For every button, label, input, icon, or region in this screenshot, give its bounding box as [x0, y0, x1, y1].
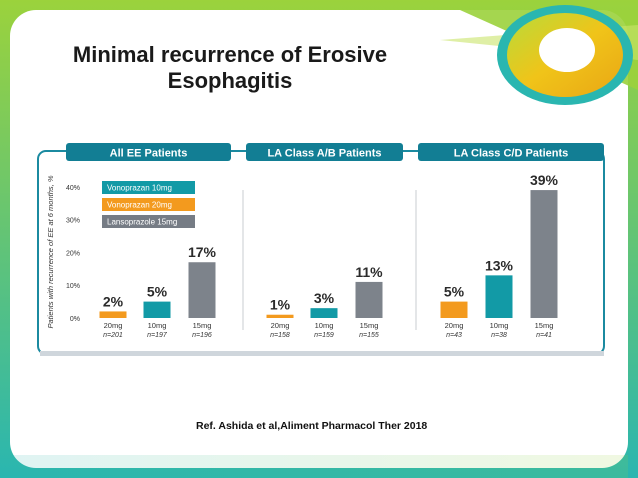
bar [440, 301, 468, 318]
y-tick-label: 0% [70, 316, 80, 323]
panel: LA Class C/D Patients 5% 20mg n=43 13% 10mg n=… [418, 143, 604, 339]
chart-shadow [40, 351, 604, 356]
page-title: Minimal recurrence of Erosive Esophagiti… [30, 42, 430, 94]
bar [530, 190, 558, 318]
panel-tab [418, 143, 604, 161]
panel-title: All EE Patients [110, 148, 188, 160]
x-n-label: n=38 [491, 332, 507, 339]
bar-value-label: 13% [485, 257, 514, 273]
x-n-label: n=201 [103, 332, 123, 339]
bar-value-label: 5% [444, 284, 465, 300]
x-tick-label: 20mg [445, 321, 464, 330]
title-line-1: Minimal recurrence of Erosive [72, 42, 388, 67]
bar [143, 301, 171, 318]
bar [485, 275, 513, 318]
bar [99, 311, 127, 318]
x-tick-label: 15mg [535, 321, 554, 330]
bar-value-label: 11% [355, 264, 383, 280]
x-tick-label: 10mg [490, 321, 509, 330]
legend-entry: Vonoprazan 20mg [107, 201, 172, 210]
bar [188, 262, 216, 318]
x-n-label: n=159 [314, 332, 334, 339]
bar-value-label: 39% [530, 172, 559, 188]
legend-swatch [102, 215, 195, 228]
y-tick-label: 20% [66, 250, 80, 257]
panel: LA Class A/B Patients 1% 20mg n=158 3% 10mg n=… [246, 143, 403, 339]
legend-entry: Lansoprazole 15mg [107, 218, 177, 227]
x-tick-label: 10mg [315, 321, 334, 330]
x-tick-label: 15mg [193, 321, 212, 330]
chart-panels: All EE Patients 2% 20mg n=201 5% 10mg n=197 17%… [66, 143, 604, 339]
bar [266, 314, 294, 318]
panel-tab [66, 143, 231, 161]
bar-value-label: 3% [314, 290, 335, 306]
legend-swatch [102, 181, 195, 194]
x-n-label: n=41 [536, 332, 552, 339]
panel-title: LA Class A/B Patients [267, 148, 381, 160]
x-n-label: n=196 [192, 332, 212, 339]
bar [310, 308, 338, 318]
bar [355, 281, 383, 318]
x-tick-label: 15mg [360, 321, 379, 330]
panel-tab [246, 143, 403, 161]
panel: All EE Patients 2% 20mg n=201 5% 10mg n=197 17%… [66, 143, 231, 339]
title-line-2: Esophagitis [167, 68, 293, 93]
x-n-label: n=155 [359, 332, 379, 339]
panel-title: LA Class C/D Patients [454, 148, 569, 160]
x-n-label: n=158 [270, 332, 290, 339]
bar-value-label: 17% [188, 244, 217, 260]
bar-value-label: 2% [103, 293, 124, 309]
x-tick-label: 20mg [104, 321, 123, 330]
legend-swatch [102, 198, 195, 211]
bar-value-label: 1% [270, 297, 291, 313]
x-n-label: n=197 [147, 332, 168, 339]
ring-logo-icon [497, 5, 633, 105]
x-tick-label: 20mg [271, 321, 290, 330]
y-tick-label: 40% [66, 185, 80, 192]
y-axis-label: Patients with recurrence of EE at 6 mont… [46, 175, 55, 328]
bar-value-label: 5% [147, 284, 168, 300]
legend-entry: Vonoprazan 10mg [107, 184, 172, 193]
y-tick-label: 30% [66, 218, 80, 225]
x-n-label: n=43 [446, 332, 462, 339]
x-tick-label: 10mg [148, 321, 167, 330]
reference-text: Ref. Ashida et al,Aliment Pharmacol Ther… [196, 420, 428, 432]
y-tick-label: 10% [66, 283, 80, 290]
